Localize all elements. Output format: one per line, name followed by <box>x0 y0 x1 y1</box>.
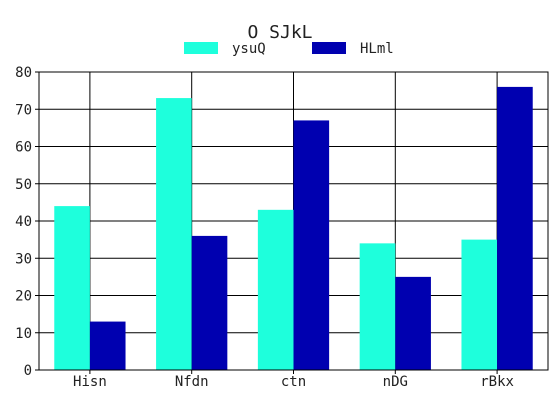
y-tick-label: 80 <box>15 65 32 81</box>
x-tick-label: nDG <box>383 374 408 390</box>
legend-label-HLml: HLml <box>360 41 394 57</box>
bar-HLml-nDG <box>395 276 431 370</box>
x-tick-label: ctn <box>281 374 306 390</box>
y-axis-ticks: 0 10 20 30 40 50 60 70 80 <box>15 65 39 379</box>
bar-ysuQ-nDG <box>359 243 396 370</box>
legend-swatch-HLml <box>312 42 346 54</box>
bars <box>54 86 533 371</box>
bar-ysuQ-ctn <box>257 209 294 370</box>
y-tick-label: 70 <box>15 102 32 118</box>
y-tick-label: 60 <box>15 140 32 156</box>
legend-swatch-ysuQ <box>184 42 218 54</box>
bar-HLml-ctn <box>293 120 330 370</box>
y-tick-label: 30 <box>15 251 32 267</box>
y-tick-label: 40 <box>15 214 32 230</box>
y-tick-label: 20 <box>15 289 32 305</box>
bar-HLml-rBkx <box>497 86 533 371</box>
legend-label-ysuQ: ysuQ <box>232 41 266 57</box>
y-tick-label: 10 <box>15 326 32 342</box>
bar-HLml-Hisn <box>89 321 126 370</box>
x-tick-label: rBkx <box>480 374 514 390</box>
legend: ysuQ HLml <box>184 41 394 57</box>
bar-ysuQ-Nfdn <box>156 98 192 370</box>
y-tick-label: 0 <box>24 363 32 379</box>
x-axis-ticks: Hisn Nfdn ctn nDG rBkx <box>73 370 514 390</box>
x-tick-label: Hisn <box>73 374 107 390</box>
bar-ysuQ-rBkx <box>461 239 498 370</box>
chart-title: O SJkL <box>247 22 312 43</box>
y-tick-label: 50 <box>15 177 32 193</box>
bar-ysuQ-Hisn <box>54 206 90 370</box>
x-tick-label: Nfdn <box>175 374 209 390</box>
bar-HLml-Nfdn <box>191 235 228 370</box>
